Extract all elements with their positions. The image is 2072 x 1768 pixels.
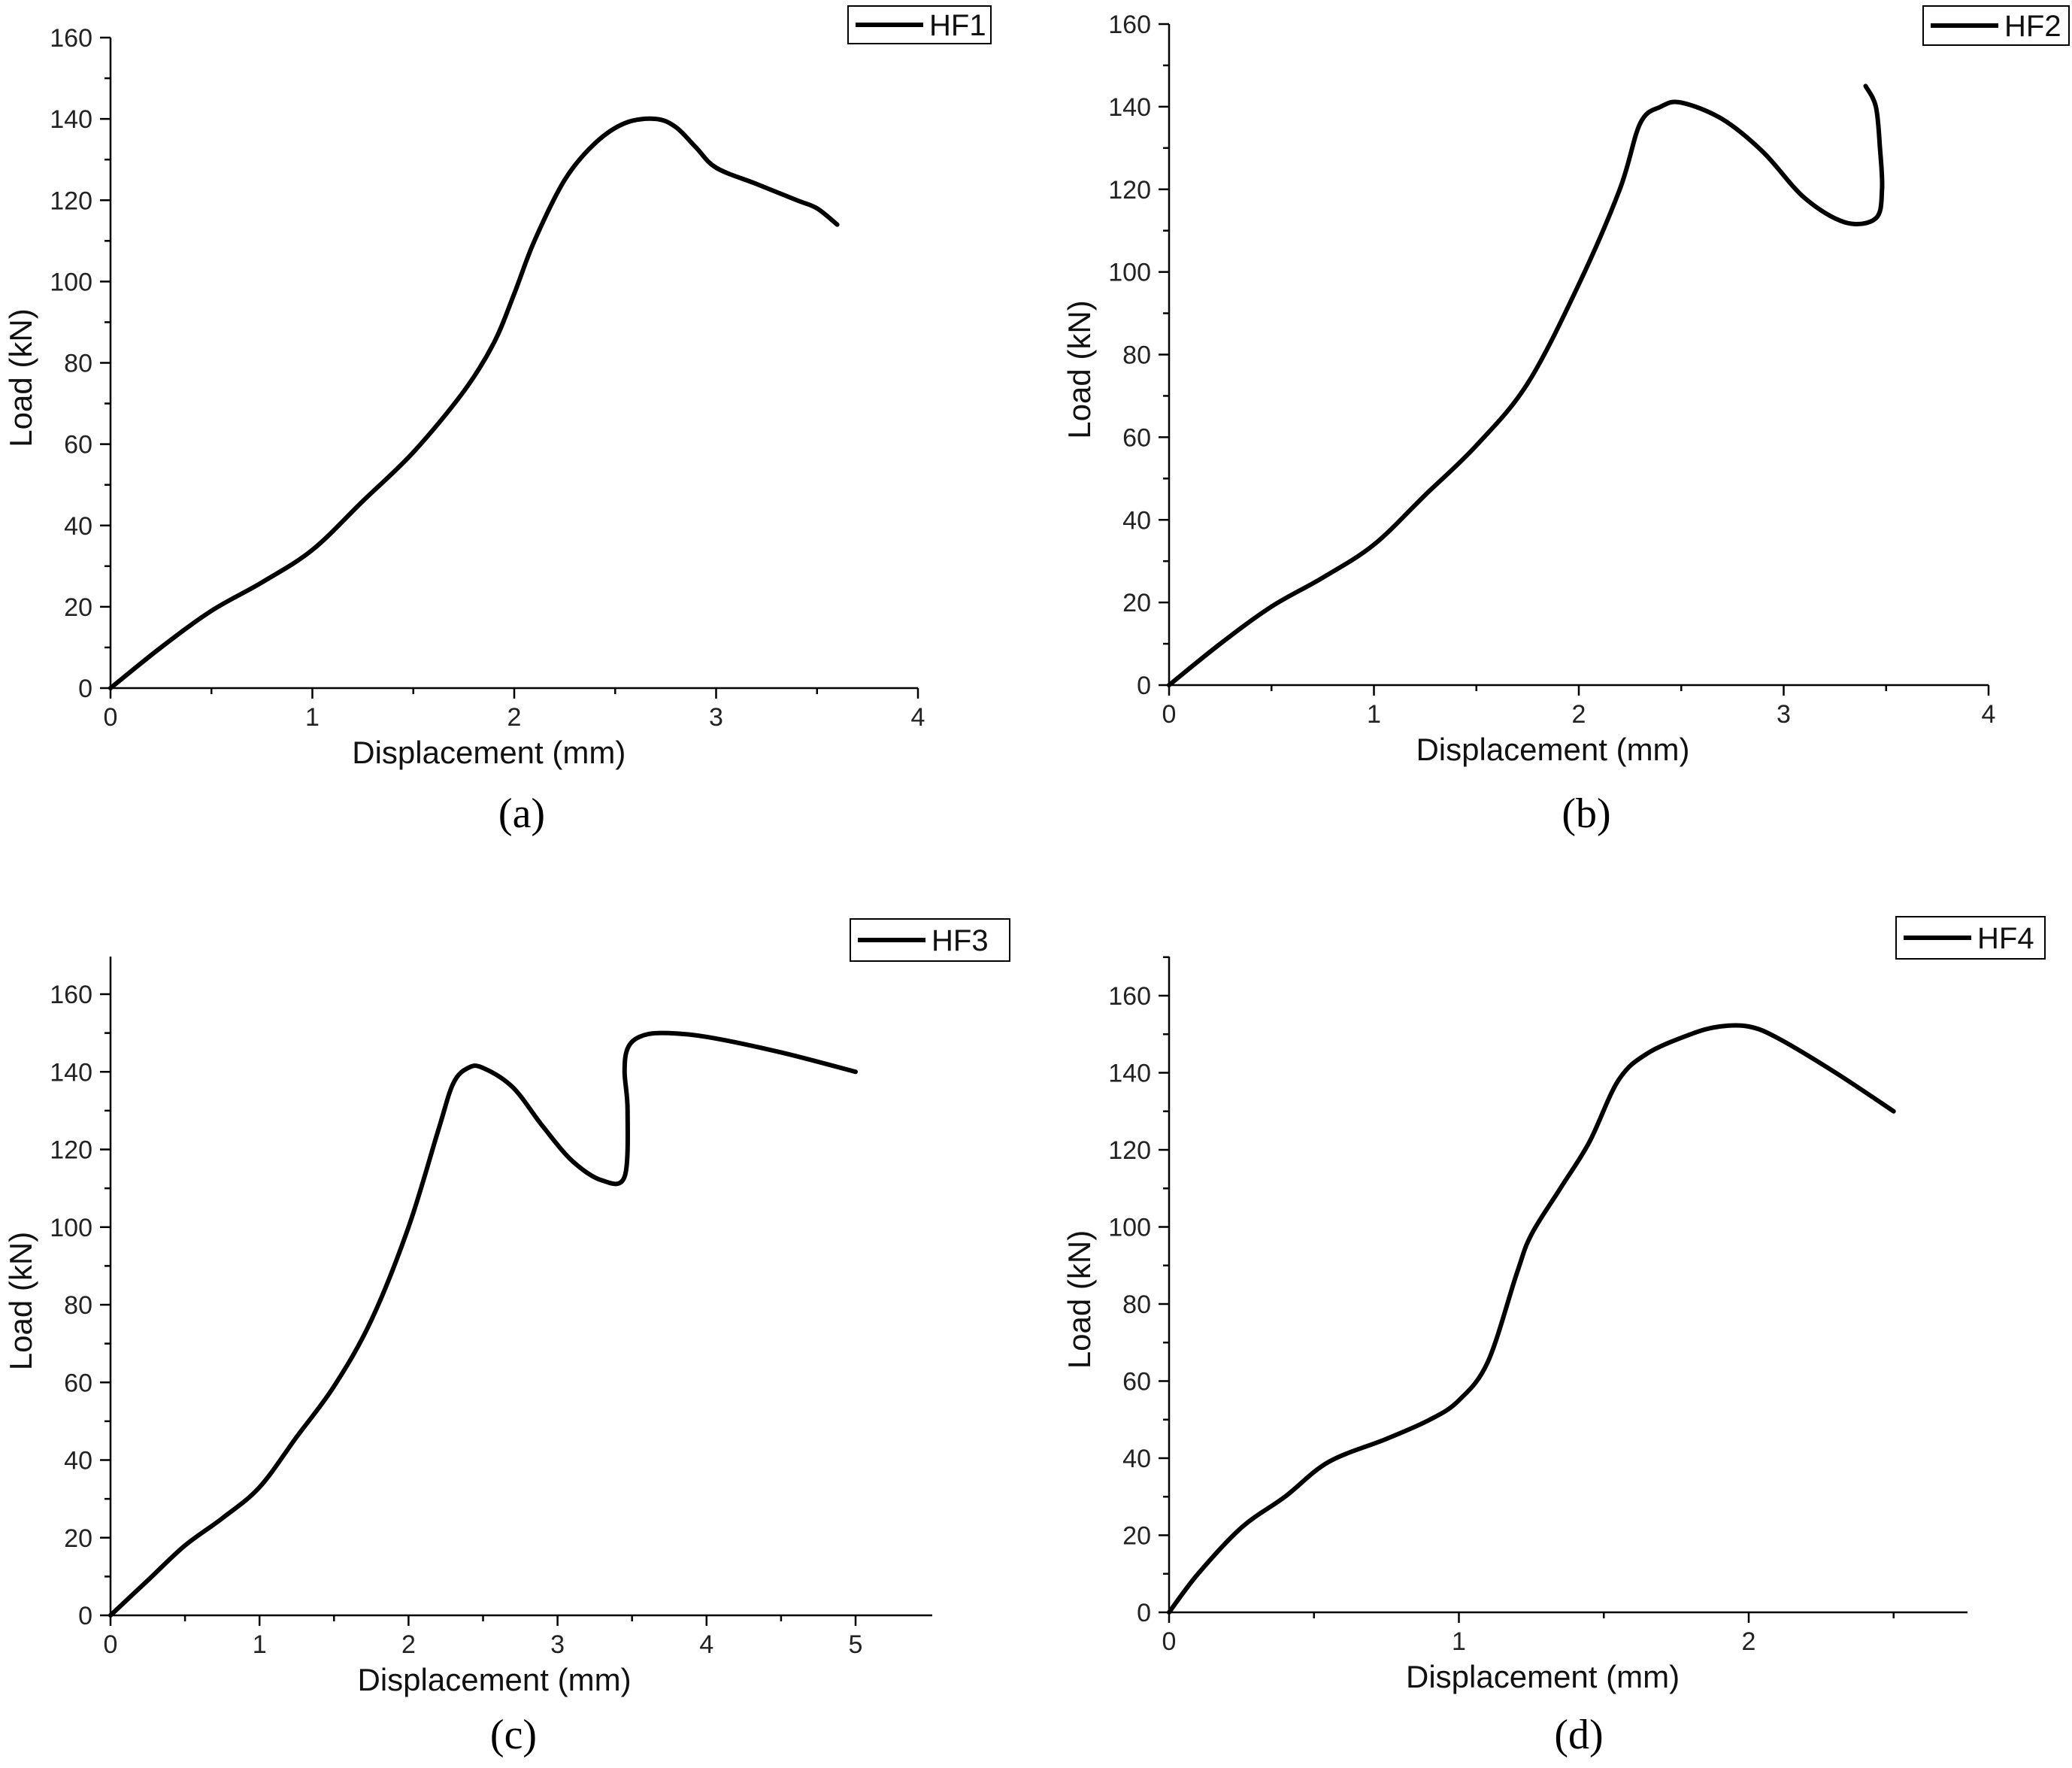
x-tick-label: 4 xyxy=(911,703,925,732)
x-tick-label: 3 xyxy=(709,703,723,732)
y-tick-label: 60 xyxy=(1122,1368,1151,1397)
y-tick-label: 140 xyxy=(50,105,92,134)
x-tick-label: 5 xyxy=(849,1630,863,1659)
x-tick-label: 1 xyxy=(305,703,320,732)
y-tick-label: 20 xyxy=(64,1524,92,1553)
x-tick-label: 1 xyxy=(1452,1627,1466,1656)
chart-panel-a: 0 20 40 60 80 100 120 140 160 0 1 2 3 4 Displacement (… xyxy=(3,5,992,837)
x-axis-title: Displacement (mm) xyxy=(352,735,626,770)
y-tick-label: 40 xyxy=(64,512,92,541)
y-tick-label: 140 xyxy=(1108,1060,1151,1088)
series-line-hf1 xyxy=(108,116,840,690)
y-tick-label: 0 xyxy=(78,1602,92,1630)
y-tick-label: 80 xyxy=(64,350,92,378)
x-tick-label: 0 xyxy=(104,1630,118,1659)
y-tick-label: 160 xyxy=(50,981,92,1009)
y-tick-label: 80 xyxy=(64,1291,92,1320)
chart-panel-d: 0 20 40 60 80 100 120 140 160 0 1 2 Displacement (mm… xyxy=(1062,916,2046,1758)
y-tick-label: 160 xyxy=(1108,11,1151,39)
y-tick-label: 40 xyxy=(64,1447,92,1475)
y-tick-label: 80 xyxy=(1122,1290,1151,1319)
panel-caption: (b) xyxy=(1562,790,1610,837)
legend-entry-hf3: HF3 xyxy=(931,924,989,957)
x-tick-label: 1 xyxy=(1367,700,1381,729)
chart-panel-c: 0 20 40 60 80 100 120 140 160 0 1 2 3 4 5 Displacement … xyxy=(3,918,1010,1758)
y-tick-label: 60 xyxy=(64,431,92,459)
x-tick-label: 2 xyxy=(1742,1627,1756,1656)
x-axis-title: Displacement (mm) xyxy=(1416,732,1689,767)
y-tick-label: 120 xyxy=(1108,176,1151,205)
x-tick-label: 4 xyxy=(699,1630,713,1659)
y-tick-label: 20 xyxy=(1122,1522,1151,1551)
y-tick-label: 100 xyxy=(50,268,92,296)
panel-caption: (c) xyxy=(490,1712,537,1758)
y-tick-label: 140 xyxy=(50,1058,92,1087)
y-tick-label: 60 xyxy=(64,1369,92,1397)
y-axis-title: Load (kN) xyxy=(1062,300,1097,438)
y-tick-label: 100 xyxy=(1108,1214,1151,1242)
y-tick-label: 0 xyxy=(78,675,92,703)
y-tick-label: 20 xyxy=(1122,589,1151,617)
y-tick-label: 40 xyxy=(1122,1445,1151,1473)
x-tick-label: 0 xyxy=(1162,700,1177,729)
x-axis-title: Displacement (mm) xyxy=(358,1662,632,1697)
x-tick-label: 3 xyxy=(550,1630,565,1659)
y-tick-label: 160 xyxy=(50,24,92,53)
y-tick-label: 80 xyxy=(1122,341,1151,370)
x-tick-label: 0 xyxy=(1162,1627,1177,1656)
y-tick-label: 60 xyxy=(1122,423,1151,452)
series-line-hf3 xyxy=(108,1030,858,1618)
y-tick-label: 0 xyxy=(1137,1599,1151,1627)
x-axis-title: Displacement (mm) xyxy=(1406,1659,1680,1694)
y-tick-label: 120 xyxy=(50,187,92,215)
y-axis-title: Load (kN) xyxy=(1062,1230,1097,1369)
y-tick-label: 100 xyxy=(1108,259,1151,287)
x-tick-label: 4 xyxy=(1982,700,1996,729)
y-tick-label: 140 xyxy=(1108,93,1151,122)
panel-caption: (a) xyxy=(498,790,545,837)
chart-panel-b: 0 20 40 60 80 100 120 140 160 0 1 2 3 4 Displacement (… xyxy=(1062,5,2070,837)
y-axis-title: Load (kN) xyxy=(3,1232,38,1370)
y-tick-label: 120 xyxy=(1108,1136,1151,1165)
x-tick-label: 2 xyxy=(1572,700,1586,729)
series-line-hf4 xyxy=(1167,1023,1896,1615)
y-tick-label: 0 xyxy=(1137,672,1151,700)
x-tick-label: 0 xyxy=(104,703,118,732)
panel-caption: (d) xyxy=(1554,1712,1603,1758)
x-tick-label: 3 xyxy=(1777,700,1791,729)
y-tick-label: 120 xyxy=(50,1136,92,1165)
series-line-hf2 xyxy=(1167,83,1885,687)
y-tick-label: 100 xyxy=(50,1214,92,1242)
y-tick-label: 160 xyxy=(1108,982,1151,1011)
x-tick-label: 2 xyxy=(401,1630,416,1659)
x-tick-label: 1 xyxy=(253,1630,267,1659)
legend-entry-hf2: HF2 xyxy=(2004,10,2061,43)
y-tick-label: 40 xyxy=(1122,506,1151,535)
y-axis-title: Load (kN) xyxy=(3,308,38,447)
legend-entry-hf4: HF4 xyxy=(1977,922,2034,955)
y-tick-label: 20 xyxy=(64,593,92,622)
x-tick-label: 2 xyxy=(507,703,522,732)
legend-entry-hf1: HF1 xyxy=(929,9,986,42)
